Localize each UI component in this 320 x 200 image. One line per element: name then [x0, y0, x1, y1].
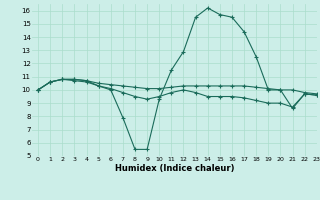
X-axis label: Humidex (Indice chaleur): Humidex (Indice chaleur) — [115, 164, 234, 173]
